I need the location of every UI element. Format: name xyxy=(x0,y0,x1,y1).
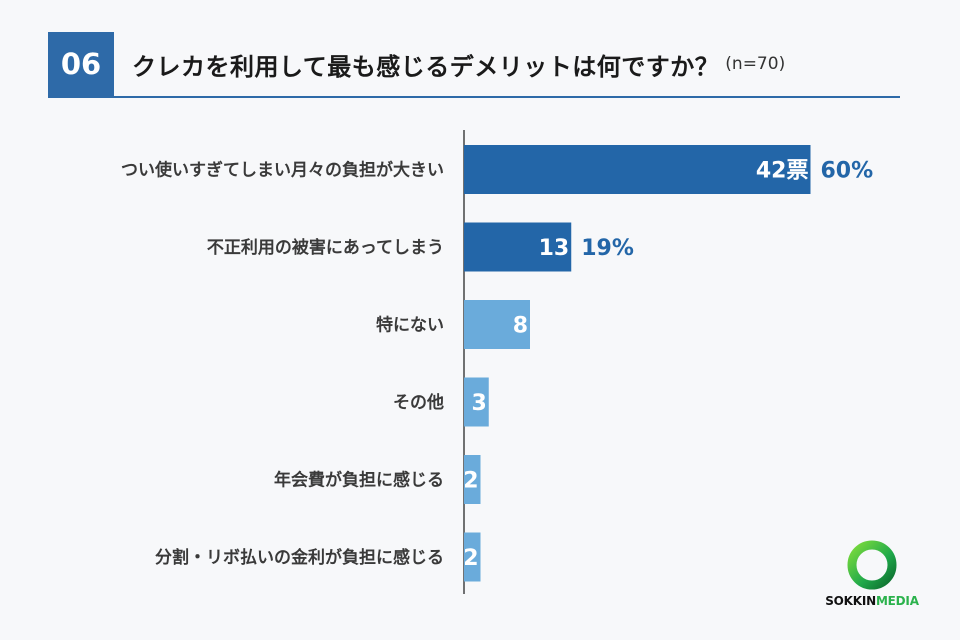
bar-3 xyxy=(464,377,489,427)
bar-4 xyxy=(464,455,481,504)
question-title: クレカを利用して最も感じるデメリットは何ですか？ (n=70) xyxy=(132,32,785,96)
green-ring-logo-icon xyxy=(847,540,897,590)
bar-5 xyxy=(464,532,481,582)
category-label-1: 不正利用の被害にあってしまう xyxy=(207,237,444,258)
logo-brand: SOKKIN xyxy=(825,594,876,608)
percent-label-0: 60% xyxy=(821,159,874,184)
percent-label-1: 19% xyxy=(581,236,634,261)
value-label-5: 2 xyxy=(463,546,478,571)
bar-2 xyxy=(464,300,530,349)
value-label-2: 8 xyxy=(513,314,528,339)
category-label-2: 特にない xyxy=(376,315,444,336)
bar-1 xyxy=(464,222,572,272)
category-label-4: 年会費が負担に感じる xyxy=(274,470,444,491)
logo-wordmark: SOKKINMEDIA xyxy=(820,594,924,608)
category-label-5: 分割・リボ払いの金利が負担に感じる xyxy=(155,547,444,568)
category-label-0: つい使いすぎてしまい月々の負担が大きい xyxy=(121,160,444,181)
category-label-3: その他 xyxy=(393,392,444,413)
question-text: クレカを利用して最も感じるデメリットは何ですか？ xyxy=(132,52,720,81)
sokkin-media-logo: SOKKINMEDIA xyxy=(820,538,924,616)
value-label-4: 2 xyxy=(463,469,478,494)
value-label-3: 3 xyxy=(471,391,486,416)
logo-brand-accent: MEDIA xyxy=(875,594,919,608)
question-number-badge: 06 xyxy=(48,32,114,96)
value-label-0: 42票 xyxy=(756,159,809,184)
value-label-1: 13 xyxy=(539,236,570,261)
sample-size: (n=70) xyxy=(725,54,786,74)
question-header: 06 クレカを利用して最も感じるデメリットは何ですか？ (n=70) xyxy=(48,32,900,98)
bar-0 xyxy=(464,145,811,194)
